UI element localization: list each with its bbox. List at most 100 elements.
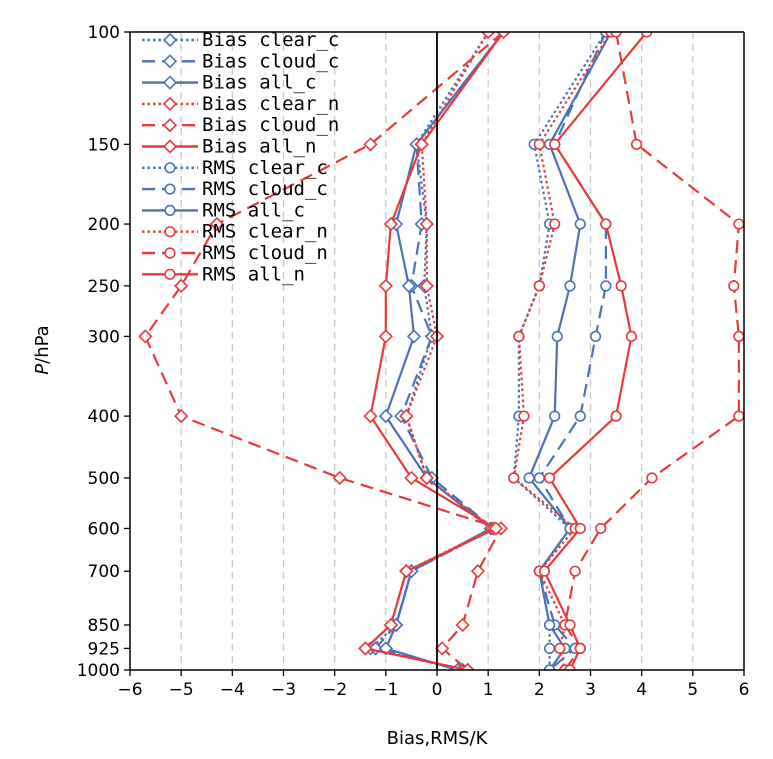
data-point	[174, 278, 189, 294]
data-point	[610, 410, 622, 422]
x-tick-label: 5	[687, 680, 698, 700]
data-point	[569, 565, 581, 577]
y-tick-label: 100	[88, 23, 120, 43]
legend-marker	[164, 226, 176, 238]
data-point	[543, 664, 556, 670]
y-tick-label: 925	[88, 639, 120, 659]
data-point	[574, 410, 586, 422]
x-tick-label: −4	[220, 680, 245, 700]
y-tick-label: 250	[88, 277, 120, 297]
legend-label: Bias clear_c	[202, 29, 339, 51]
y-tick-label: 300	[88, 327, 120, 347]
x-axis-label: Bias,RMS/K	[387, 728, 489, 749]
data-point	[460, 662, 475, 670]
data-point	[733, 218, 744, 230]
data-point	[508, 472, 520, 484]
data-point	[543, 619, 556, 631]
data-point	[383, 617, 399, 633]
y-tick-label: 600	[88, 519, 120, 539]
x-tick-label: 0	[432, 680, 443, 700]
x-tick-label: −5	[169, 680, 194, 700]
y-axis-label: P/hPa	[32, 325, 53, 374]
y-tick-label: 200	[88, 215, 120, 235]
data-point	[414, 137, 429, 152]
data-point	[518, 410, 530, 422]
legend-marker	[162, 75, 178, 90]
data-point	[543, 642, 556, 654]
data-point	[733, 330, 744, 343]
data-point	[399, 408, 414, 424]
legend-marker	[162, 32, 178, 48]
y-tick-label: 850	[88, 616, 120, 636]
legend-label: RMS cloud_n	[202, 242, 328, 264]
data-point	[574, 522, 586, 535]
y-tick-label: 500	[88, 469, 120, 489]
data-point	[470, 564, 486, 579]
data-point	[406, 329, 422, 344]
series-line	[364, 32, 505, 670]
data-point	[543, 472, 556, 484]
legend-marker	[162, 118, 178, 133]
data-point	[728, 280, 740, 292]
x-tick-label: 2	[534, 680, 545, 700]
series-line	[369, 32, 495, 670]
data-point	[564, 280, 576, 292]
axes	[124, 31, 745, 676]
legend-marker	[164, 204, 176, 216]
data-point	[551, 330, 563, 343]
x-tick-label: −3	[271, 680, 296, 700]
data-point	[496, 32, 511, 40]
x-tick-label: −6	[117, 680, 142, 700]
data-point	[419, 216, 434, 232]
data-point	[600, 218, 612, 230]
data-point	[615, 280, 627, 292]
data-point	[404, 470, 419, 486]
data-point	[209, 216, 225, 232]
data-point	[399, 564, 414, 579]
x-tick-label: 6	[739, 680, 750, 700]
y-axis-label-symbol: P	[32, 364, 53, 375]
y-tick-label: 1000	[77, 661, 120, 681]
y-tick-label: 400	[88, 407, 120, 427]
legend-label: Bias all_n	[202, 136, 316, 158]
data-point	[523, 472, 535, 484]
legend-label: RMS clear_n	[202, 221, 328, 243]
legend-label: Bias cloud_n	[202, 114, 339, 136]
legend-label: Bias cloud_c	[202, 50, 339, 72]
data-point	[549, 138, 561, 150]
data-point	[533, 138, 545, 150]
y-tick-label: 700	[88, 562, 120, 582]
legend-marker	[164, 183, 176, 195]
data-point	[419, 278, 434, 294]
data-point	[564, 664, 576, 670]
legend-marker	[164, 268, 176, 280]
x-tick-label: 4	[636, 680, 647, 700]
data-point	[533, 280, 545, 292]
data-point	[595, 522, 607, 535]
data-point	[455, 617, 470, 633]
x-tick-label: −1	[373, 680, 398, 700]
legend-label: Bias clear_n	[202, 93, 339, 115]
data-point	[332, 470, 347, 486]
data-point	[363, 408, 378, 424]
data-point	[625, 330, 638, 343]
data-point	[401, 278, 416, 294]
legend-marker	[162, 139, 178, 154]
data-point	[574, 218, 586, 230]
legend-label: RMS cloud_c	[202, 178, 328, 200]
data-point	[513, 330, 525, 343]
legend-marker	[162, 54, 178, 69]
legend-marker	[164, 162, 176, 174]
data-point	[733, 410, 744, 422]
tick-labels: −6 −5 −4 −3 −2 −1 0 1 2 3 4 5 6 100 150 200 250 300 400 500…	[77, 23, 750, 700]
data-point	[481, 32, 496, 40]
legend-marker	[162, 96, 178, 112]
y-tick-label: 150	[88, 135, 120, 155]
grid	[180, 32, 694, 670]
data-point	[646, 472, 658, 484]
x-tick-label: 1	[483, 680, 494, 700]
legend-label: RMS all_c	[202, 199, 305, 221]
data-point	[358, 641, 373, 656]
legend-marker	[164, 247, 176, 259]
